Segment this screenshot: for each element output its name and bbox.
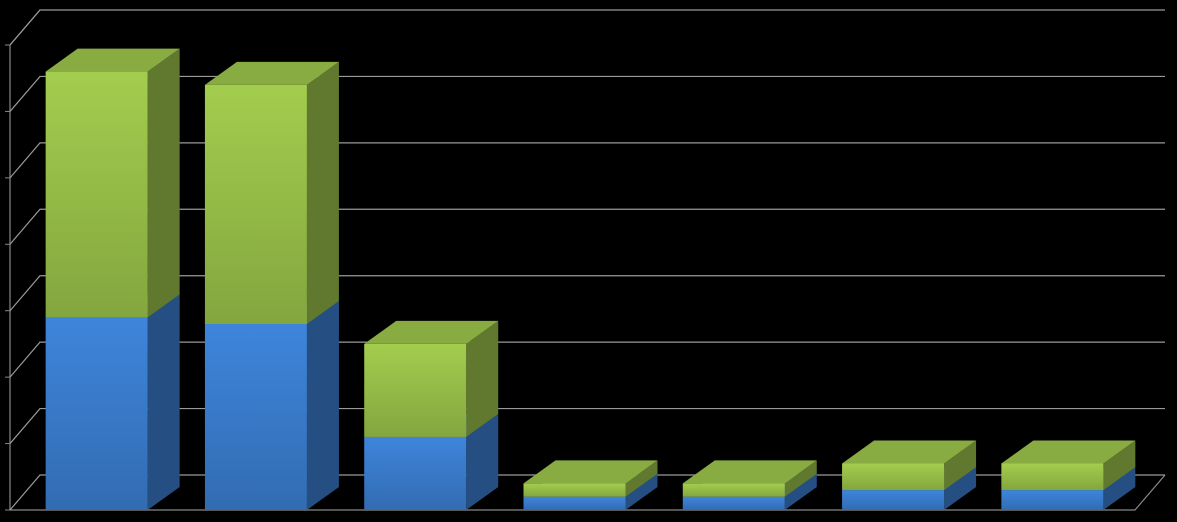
grid-line: [9, 407, 1165, 444]
bar: [364, 343, 467, 437]
bar: [682, 483, 785, 497]
bar-side: [466, 320, 499, 437]
bar-top: [204, 61, 339, 85]
bar-side: [306, 61, 339, 324]
grid-line: [9, 75, 1165, 112]
bar-side: [784, 473, 817, 510]
side-wall: [9, 9, 41, 510]
grid-line: [9, 9, 1165, 46]
bar: [1001, 463, 1104, 491]
bar-top: [682, 460, 817, 484]
bar: [842, 463, 945, 491]
bar-side: [784, 460, 817, 497]
grid-line: [9, 275, 1165, 312]
bar: [204, 324, 307, 510]
bar: [682, 496, 785, 510]
grid-line: [9, 341, 1165, 378]
bar-side: [306, 301, 339, 510]
bar-side: [944, 440, 977, 491]
grid-line: [9, 142, 1165, 179]
bar-side: [466, 413, 499, 510]
bar-top: [364, 320, 499, 344]
bar: [364, 436, 467, 510]
bar-side: [625, 460, 658, 497]
bar-side: [147, 48, 180, 318]
bar-side: [147, 294, 180, 510]
bar-top: [45, 48, 180, 72]
bar: [523, 483, 626, 497]
bar: [45, 71, 148, 318]
bar-side: [625, 473, 658, 510]
bar: [842, 490, 945, 510]
bar-side: [1103, 440, 1136, 491]
bar: [1001, 490, 1104, 510]
bar-side: [1103, 467, 1136, 510]
bar-top: [1001, 440, 1136, 464]
grid-line: [9, 208, 1165, 245]
bar-top: [523, 460, 658, 484]
bar-side: [944, 467, 977, 510]
bar: [45, 317, 148, 510]
bar: [523, 496, 626, 510]
bar-top: [842, 440, 977, 464]
bar: [204, 84, 307, 324]
